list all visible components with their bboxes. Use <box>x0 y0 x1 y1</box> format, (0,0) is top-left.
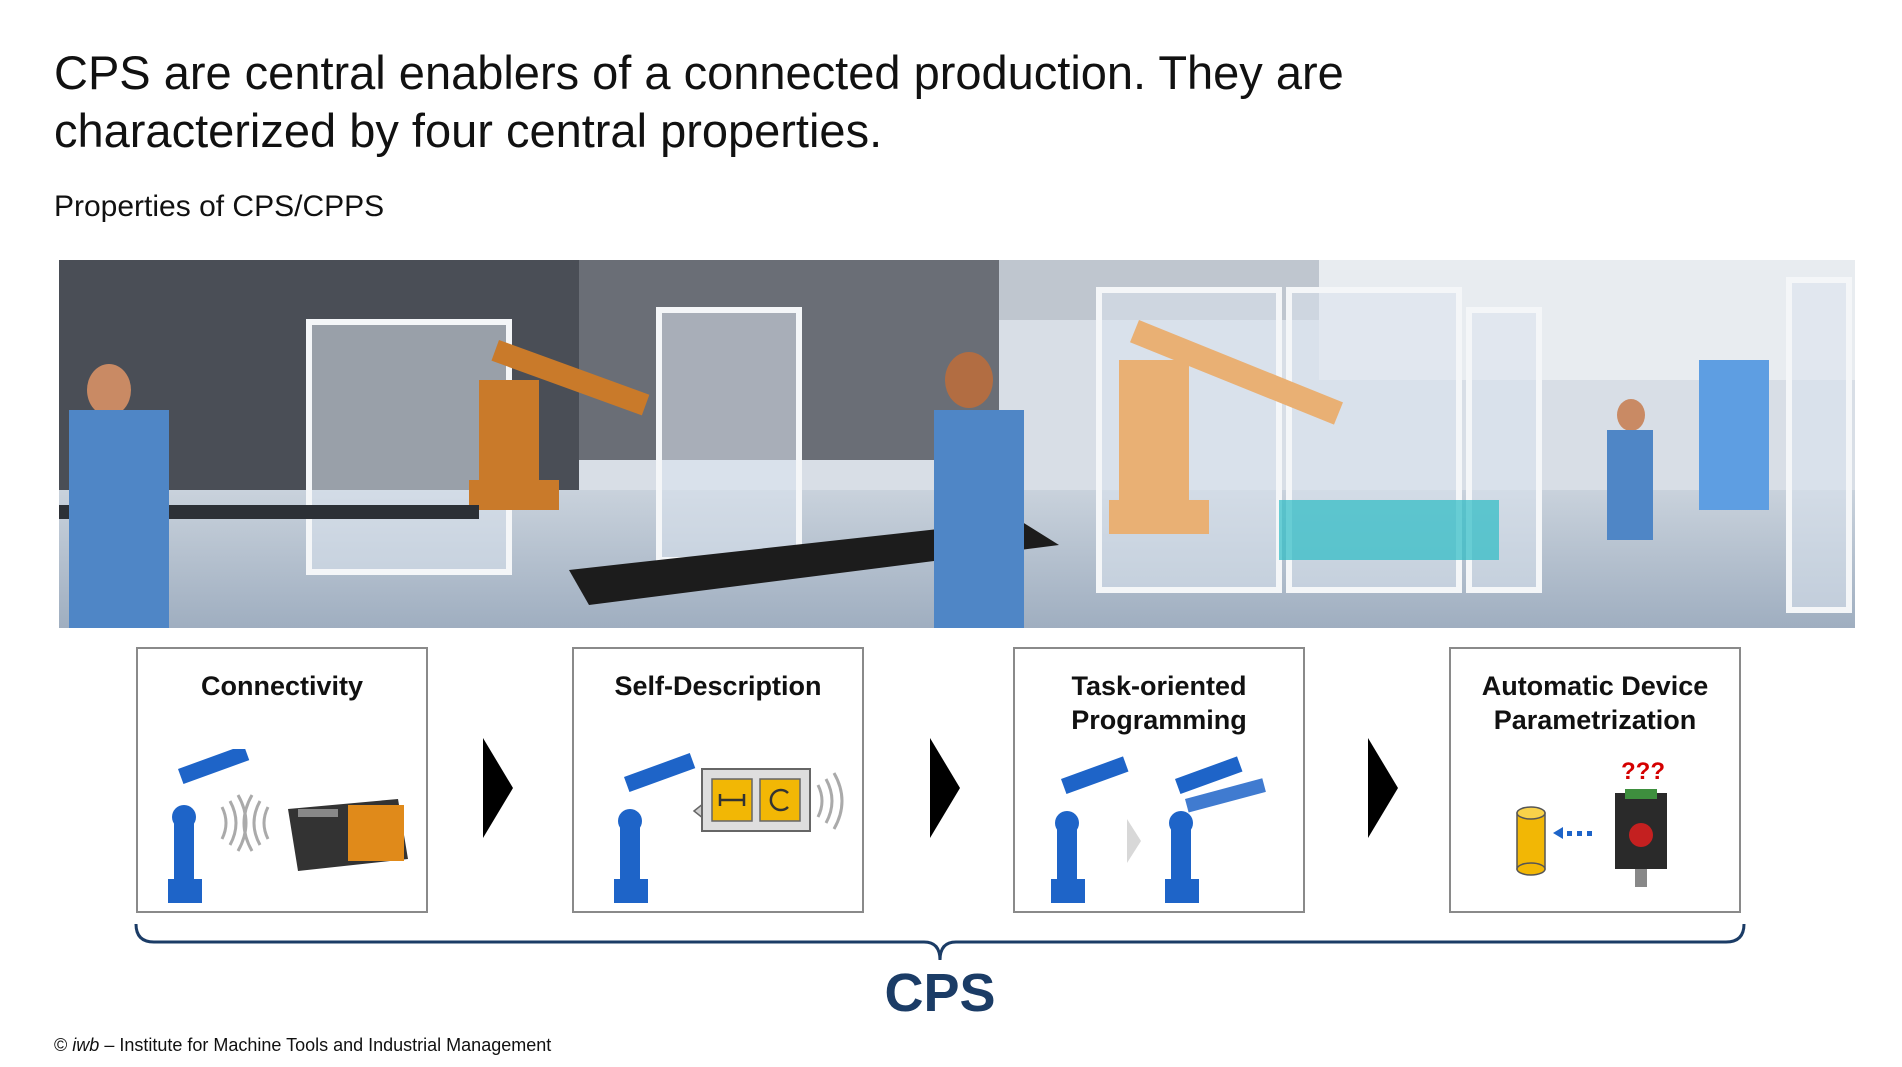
task-programming-icon <box>1015 749 1303 909</box>
footer-institute-abbrev: iwb <box>72 1035 100 1055</box>
optical-sensor-icon <box>1615 789 1667 887</box>
plc-controller-icon <box>288 799 408 871</box>
footer: © iwb – Institute for Machine Tools and … <box>54 1035 551 1056</box>
slide-subtitle: Properties of CPS/CPPS <box>54 190 385 223</box>
property-card-self-description: Self-Description <box>572 647 864 913</box>
slide-title-line-1: CPS are central enablers of a connected … <box>54 46 1344 99</box>
card-title-self-description: Self-Description <box>614 671 822 701</box>
robot-arms-motion-icon <box>1165 756 1266 903</box>
connectivity-icon <box>138 745 426 909</box>
grouping-brace <box>134 923 1746 961</box>
card-title-task-oriented-programming: Task-oriented Programming <box>1071 671 1247 735</box>
arrow-right-icon <box>483 738 513 838</box>
card-title-connectivity: Connectivity <box>200 671 364 701</box>
factory-illustration <box>59 260 1855 628</box>
robot-arm-icon <box>614 753 696 903</box>
signal-waves-icon <box>816 772 844 830</box>
footer-copyright: © <box>54 1035 68 1055</box>
footer-institute-name: – Institute for Machine Tools and Indust… <box>104 1035 552 1055</box>
robot-arm-icon <box>168 745 250 903</box>
arrow-right-icon <box>930 738 960 838</box>
self-description-icon <box>574 749 862 909</box>
cylinder-object-icon <box>1516 806 1546 876</box>
card-title-automatic-device-parametrization: Automatic Device Parametrization <box>1481 671 1709 735</box>
small-arrow-icon <box>1127 819 1141 863</box>
question-marks: ??? <box>1621 758 1665 785</box>
property-card-connectivity: Connectivity <box>136 647 428 913</box>
arrow-right-icon <box>1368 738 1398 838</box>
property-card-task-oriented-programming: Task-oriented Programming <box>1013 647 1305 913</box>
property-card-automatic-device-parametrization: Automatic Device Parametrization ??? <box>1449 647 1741 913</box>
cps-group-label: CPS <box>884 963 996 1023</box>
device-parametrization-icon: ??? <box>1451 749 1739 909</box>
slide-title-line-2: characterized by four central properties… <box>54 104 883 157</box>
signal-waves-icon <box>220 794 270 852</box>
dotted-arrow-icon <box>1553 827 1592 839</box>
slide-title: CPS are central enablers of a connected … <box>54 44 1554 160</box>
robot-arm-icon <box>1051 756 1129 903</box>
speech-bubble-icon <box>692 768 811 832</box>
